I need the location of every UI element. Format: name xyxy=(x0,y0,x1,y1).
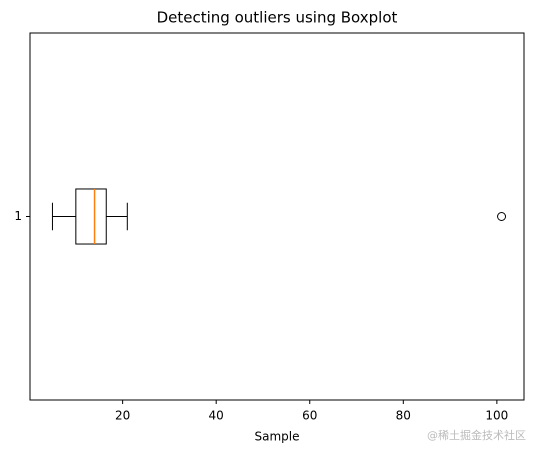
y-tick-label: 1 xyxy=(14,209,22,223)
x-tick-label: 20 xyxy=(115,409,130,423)
outlier xyxy=(497,212,507,221)
x-axis-label: Sample xyxy=(255,430,300,444)
x-tick-label: 40 xyxy=(209,409,224,423)
chart-title: Detecting outliers using Boxplot xyxy=(157,9,398,27)
x-tick-label: 60 xyxy=(302,409,317,423)
watermark: @稀土掘金技术社区 xyxy=(427,428,526,442)
box xyxy=(75,188,107,245)
x-tick-label: 100 xyxy=(485,409,508,423)
x-tick-label: 80 xyxy=(396,409,411,423)
